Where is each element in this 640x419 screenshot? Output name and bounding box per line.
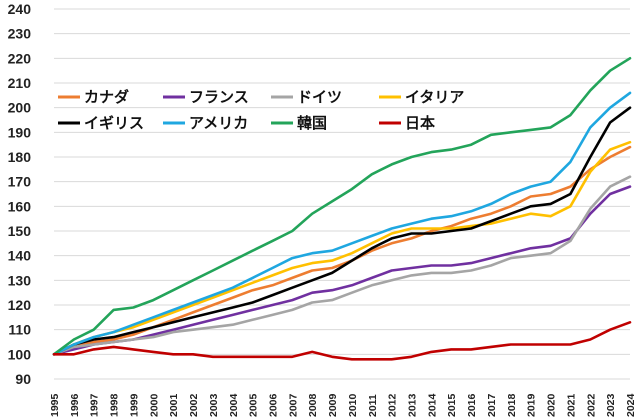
x-tick-label: 2006	[267, 393, 279, 417]
x-tick-label: 2013	[407, 393, 419, 417]
series-line	[52, 91, 632, 356]
x-tick-label: 2001	[168, 393, 180, 417]
series-line	[52, 140, 632, 356]
x-tick-label: 1997	[89, 393, 101, 417]
series-line	[52, 320, 632, 361]
x-tick-label: 2010	[347, 393, 359, 417]
x-tick-label: 2011	[367, 394, 379, 417]
x-tick-label: 2021	[565, 393, 577, 417]
x-tick-label: 2019	[526, 393, 538, 417]
x-tick-label: 2007	[287, 393, 299, 417]
legend-label: イギリス	[84, 114, 144, 132]
y-tick-label: 190	[8, 124, 32, 140]
y-tick-label: 230	[8, 26, 32, 42]
series-line	[52, 56, 632, 356]
legend-label: アメリカ	[189, 114, 248, 132]
x-tick-label: 2000	[148, 393, 160, 417]
y-tick-label: 130	[8, 272, 32, 288]
series-lines	[52, 56, 632, 361]
x-tick-label: 2017	[486, 393, 498, 417]
y-tick-label: 150	[8, 223, 32, 239]
legend-label: ドイツ	[297, 88, 342, 106]
y-tick-label: 160	[8, 198, 32, 214]
x-tick-label: 2016	[466, 393, 478, 417]
x-tick-label: 2022	[585, 393, 597, 417]
x-tick-label: 2005	[248, 393, 260, 417]
x-tick-label: 1999	[128, 393, 140, 417]
x-tick-label: 2024	[625, 393, 637, 417]
x-tick-label: 2009	[327, 393, 339, 417]
legend-label: 日本	[405, 114, 435, 132]
y-tick-label: 100	[8, 346, 32, 362]
x-tick-label: 2008	[307, 393, 319, 417]
legend-label: フランス	[189, 88, 249, 106]
y-tick-label: 110	[8, 322, 31, 338]
y-axis-ticks: 90 100 110 120 130 140 150 160 170 180 190 200 210 22…	[8, 1, 32, 387]
legend-label: カナダ	[84, 88, 129, 106]
y-tick-label: 170	[8, 174, 32, 190]
x-tick-label: 2004	[228, 393, 240, 417]
y-tick-label: 140	[8, 248, 32, 264]
y-tick-label: 180	[8, 149, 32, 165]
legend-label: 韓国	[297, 114, 327, 132]
x-tick-label: 1996	[69, 393, 81, 417]
x-tick-label: 1998	[109, 393, 121, 417]
legend-label: イタリア	[405, 88, 464, 106]
x-tick-label: 2015	[446, 393, 458, 417]
y-tick-label: 210	[8, 75, 32, 91]
x-tick-label: 2003	[208, 393, 220, 417]
x-tick-label: 2023	[605, 393, 617, 417]
x-tick-label: 2002	[188, 393, 200, 417]
x-tick-label: 1995	[49, 393, 61, 417]
y-tick-label: 90	[15, 371, 31, 387]
x-tick-label: 2020	[546, 393, 558, 417]
series-line	[52, 185, 632, 356]
y-tick-label: 240	[8, 1, 32, 17]
x-tick-label: 2012	[387, 393, 399, 417]
series-line	[52, 106, 632, 356]
x-tick-label: 2014	[426, 393, 438, 417]
y-tick-label: 120	[8, 297, 32, 313]
y-tick-label: 220	[8, 50, 32, 66]
x-axis-ticks: 1995 1996 1997 1998 1999 2000 2001 2002 2003 2004…	[49, 393, 637, 417]
series-line	[52, 175, 632, 356]
x-tick-label: 2018	[506, 393, 518, 417]
y-tick-label: 200	[8, 100, 32, 116]
